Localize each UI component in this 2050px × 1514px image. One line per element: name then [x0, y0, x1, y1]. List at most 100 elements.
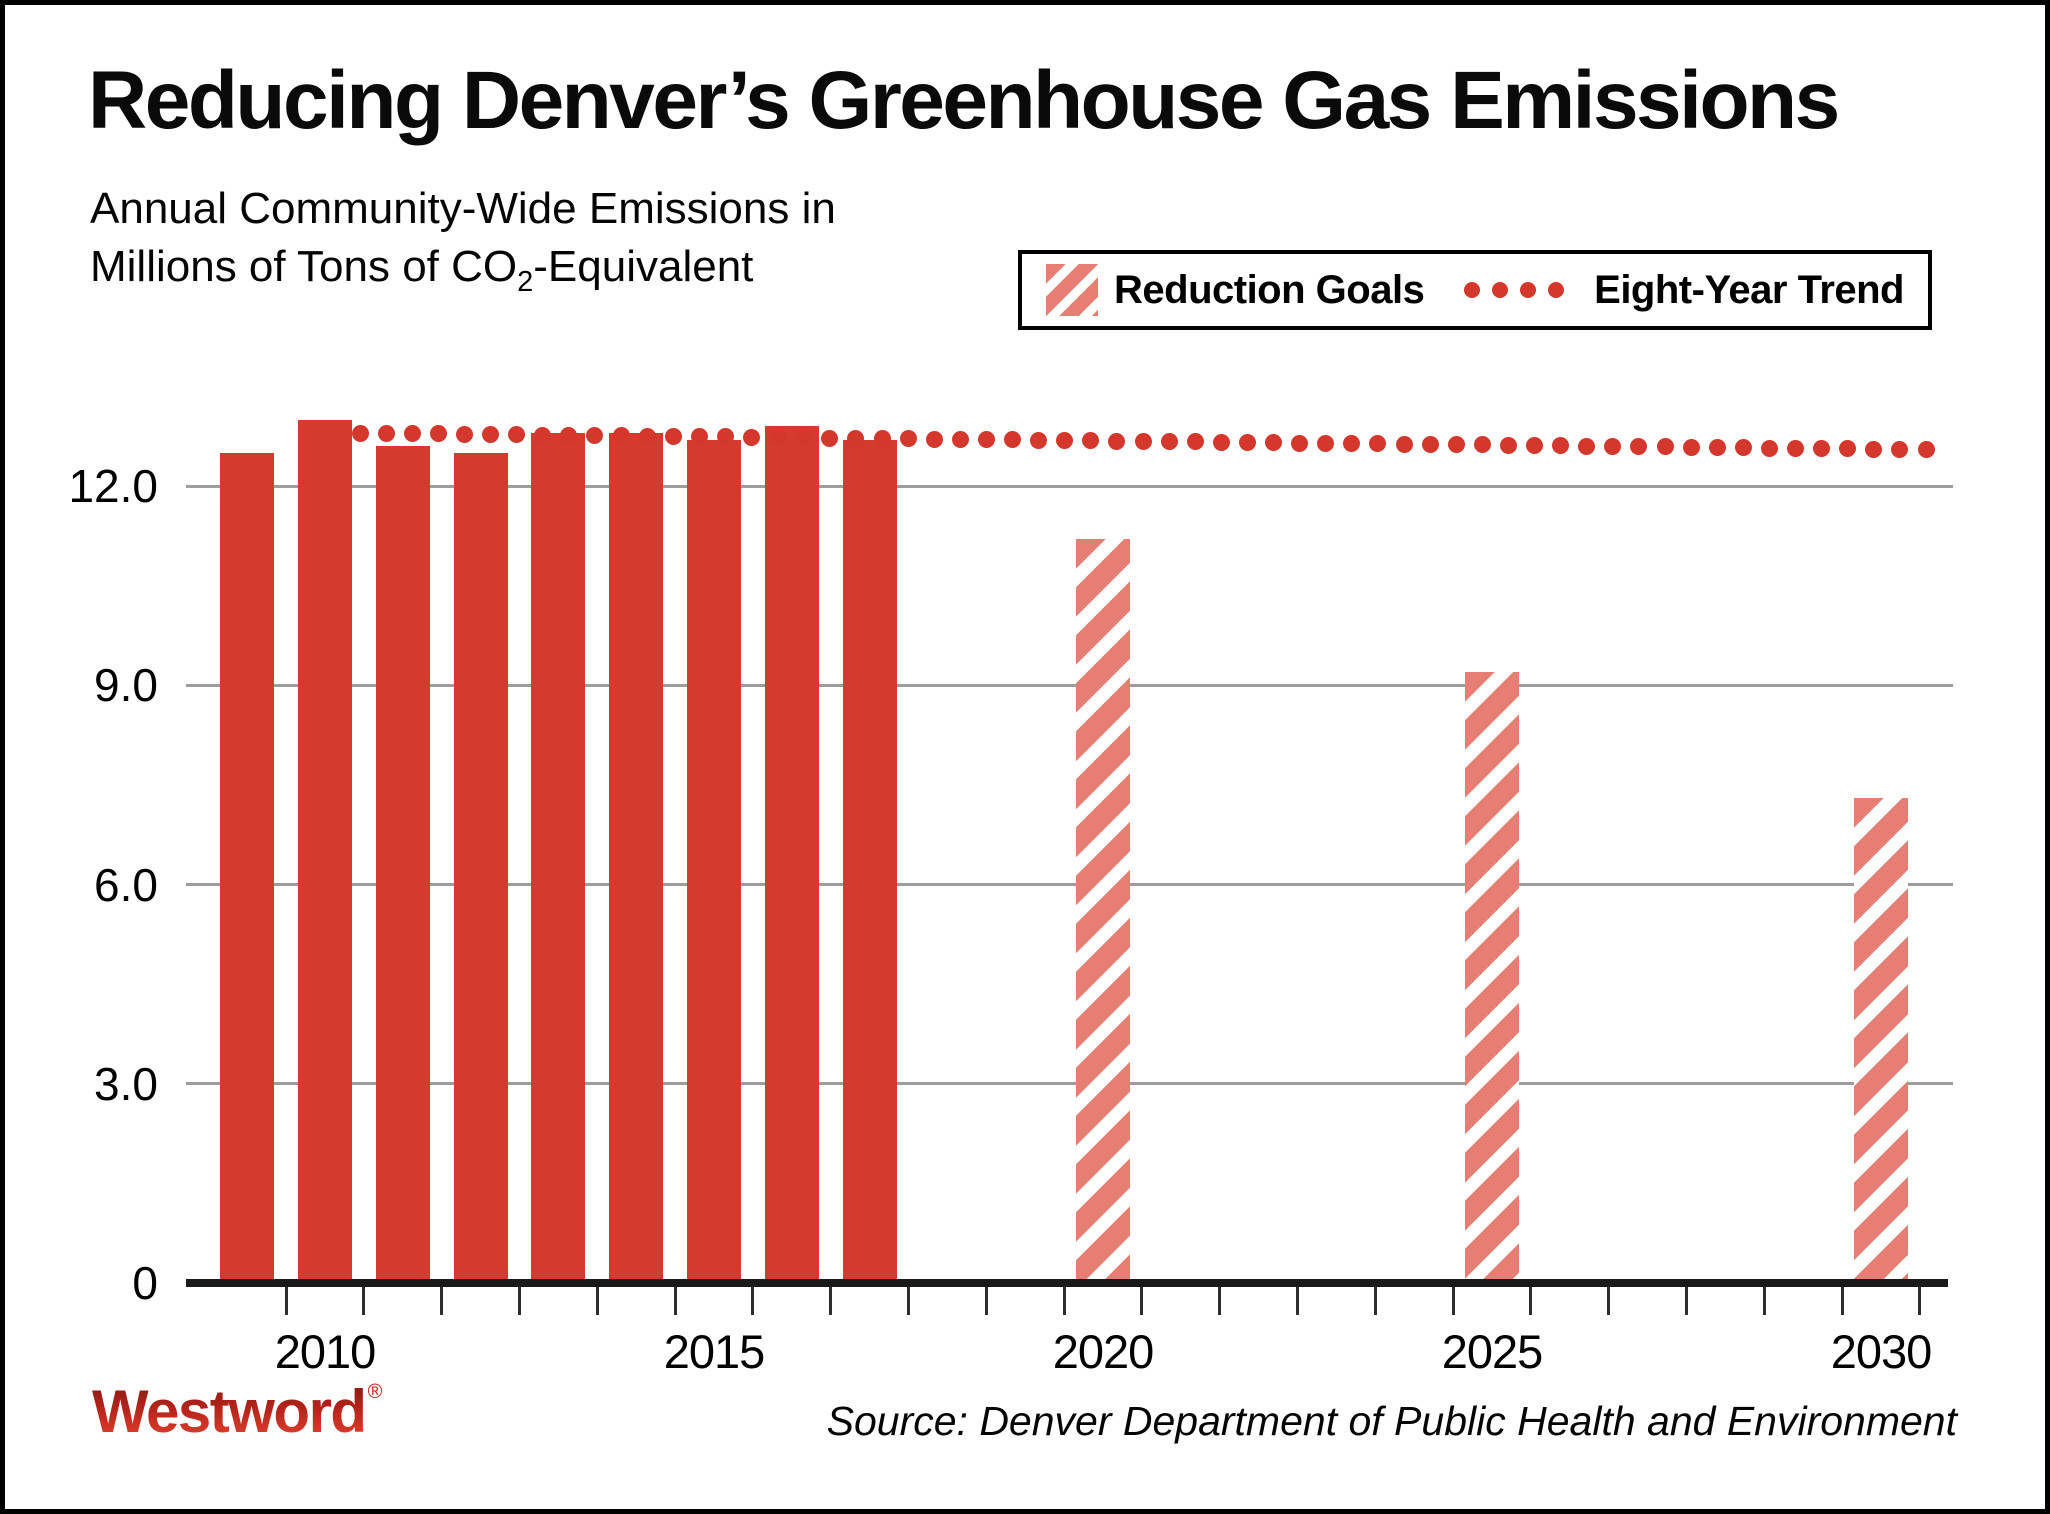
- hatched-swatch-icon: [1046, 264, 1098, 316]
- x-axis-tick: [984, 1287, 988, 1315]
- gridline-3.0: [186, 1082, 1953, 1086]
- registered-trademark-icon: ®: [367, 1381, 383, 1403]
- trend-dot: [482, 425, 499, 443]
- trend-dot: [873, 430, 891, 448]
- trend-dot: [1030, 431, 1048, 449]
- x-axis-tick: [907, 1287, 910, 1315]
- trend-dot: [1317, 434, 1335, 452]
- x-axis-tick: [1762, 1287, 1766, 1315]
- trend-dot: [560, 426, 578, 444]
- x-axis-tick: [751, 1287, 755, 1315]
- trend-dot: [1578, 437, 1596, 455]
- trend-dot: [1447, 436, 1465, 454]
- x-axis-tick: [440, 1287, 444, 1315]
- bar-2010: [298, 419, 352, 1283]
- trend-dot: [1238, 433, 1256, 451]
- trend-dot: [351, 424, 369, 442]
- trend-dot: [1708, 438, 1726, 456]
- trend-dot: [403, 425, 421, 443]
- trend-dot: [690, 428, 708, 446]
- x-axis-label-2020: 2020: [1052, 1325, 1155, 1378]
- legend: Reduction Goals Eight-Year Trend: [1018, 250, 1932, 330]
- y-axis-label-3.0: 3.0: [94, 1057, 158, 1110]
- trend-dot: [925, 430, 943, 448]
- trend-dot: [1473, 436, 1491, 454]
- y-axis-label-6.0: 6.0: [94, 858, 158, 911]
- trend-dot: [743, 428, 760, 446]
- trend-dot: [1917, 441, 1935, 459]
- bar-2017: [842, 439, 897, 1283]
- x-axis-tick: [1062, 1287, 1066, 1315]
- trend-dot: [1421, 435, 1439, 453]
- x-axis-tick: [362, 1287, 366, 1315]
- legend-label-reduction-goals: Reduction Goals: [1114, 267, 1425, 312]
- trend-dot: [1499, 436, 1517, 454]
- trend-dot: [1865, 440, 1883, 458]
- westword-logo: Westword ®: [92, 1382, 382, 1442]
- trend-dot: [664, 427, 682, 445]
- subtitle-line2: Millions of Tons of CO: [90, 242, 518, 291]
- x-axis-tick: [1918, 1287, 1922, 1315]
- trend-dot: [1604, 437, 1622, 455]
- trend-dot: [1760, 439, 1778, 457]
- gridline-6.0: [186, 883, 1953, 887]
- trend-dot: [1369, 435, 1387, 453]
- x-axis-tick: [1296, 1287, 1299, 1315]
- gridline-9.0: [186, 683, 1953, 687]
- x-axis-label-2030: 2030: [1830, 1325, 1933, 1378]
- co2-subscript: 2: [517, 266, 534, 298]
- trend-dot: [1186, 433, 1204, 451]
- goal-bar-2020: [1076, 539, 1130, 1283]
- trend-dot: [534, 426, 552, 444]
- x-axis-tick: [1218, 1287, 1222, 1315]
- x-axis-tick: [1840, 1287, 1844, 1315]
- x-axis-tick: [1140, 1287, 1144, 1315]
- trend-dot: [1056, 432, 1074, 450]
- trend-dot: [1734, 439, 1752, 457]
- trend-dot: [1682, 438, 1700, 456]
- bar-2013: [531, 433, 586, 1283]
- x-axis-tick: [595, 1287, 599, 1315]
- trend-dot: [899, 430, 917, 448]
- legend-label-eight-year-trend: Eight-Year Trend: [1594, 267, 1904, 312]
- trend-dot: [1134, 432, 1152, 450]
- x-axis-tick: [1607, 1287, 1611, 1315]
- trend-dot: [1212, 433, 1230, 451]
- trend-dot: [1787, 439, 1804, 457]
- trend-dot: [1082, 432, 1100, 450]
- subtitle-line2-end: -Equivalent: [533, 242, 754, 291]
- y-axis-label-0: 0: [132, 1257, 158, 1309]
- trend-dot-icon: [1464, 282, 1481, 298]
- bar-2014: [609, 433, 664, 1283]
- bar-2015: [687, 439, 741, 1283]
- gridline-12.0: [186, 484, 1953, 488]
- x-axis-label-2025: 2025: [1441, 1325, 1544, 1378]
- trend-dot: [1813, 440, 1831, 458]
- chart-subtitle: Annual Community-Wide Emissions in Milli…: [90, 180, 836, 311]
- chart-title: Reducing Denver’s Greenhouse Gas Emissio…: [88, 55, 1840, 146]
- trend-dot: [612, 427, 630, 445]
- trend-dot: [1343, 435, 1361, 453]
- trend-dot: [1839, 440, 1857, 458]
- x-axis-tick: [1529, 1287, 1533, 1315]
- trend-dot: [1395, 435, 1413, 453]
- trend-dot-icon: [1548, 282, 1565, 298]
- trend-dot: [638, 427, 656, 445]
- trend-dot: [1004, 431, 1021, 449]
- source-attribution: Source: Denver Department of Public Heal…: [826, 1398, 1957, 1444]
- bar-2012: [453, 453, 508, 1283]
- trend-dot: [586, 427, 604, 445]
- trend-dot: [769, 429, 787, 446]
- trend-dot: [716, 428, 734, 446]
- x-axis-tick: [518, 1287, 521, 1315]
- trend-dot: [1160, 433, 1178, 451]
- bar-2011: [375, 446, 430, 1283]
- westword-logo-text: Westword: [92, 1378, 367, 1445]
- trend-dot: [1891, 440, 1909, 458]
- bar-2016: [764, 426, 819, 1283]
- bar-2009: [220, 453, 275, 1283]
- goal-bar-2030: [1854, 798, 1908, 1283]
- trend-dot: [1630, 438, 1648, 456]
- trend-dot: [429, 425, 447, 443]
- trend-dot: [1265, 434, 1282, 452]
